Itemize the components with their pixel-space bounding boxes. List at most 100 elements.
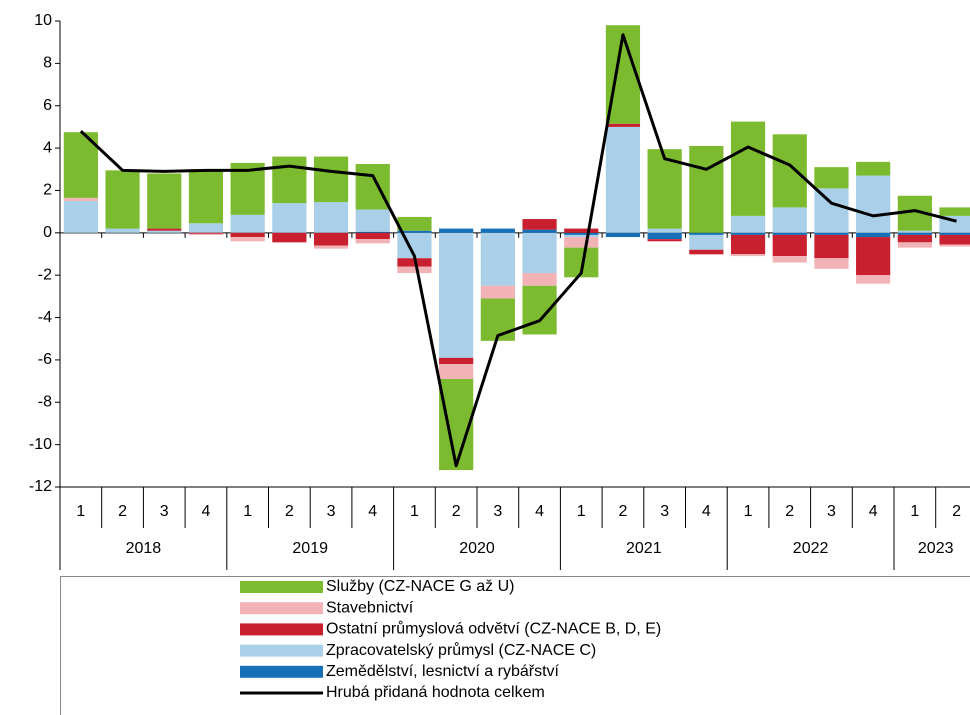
legend-label: Zemědělství, lesnictví a rybářství (326, 663, 560, 680)
legend-swatch (240, 644, 323, 657)
x-tick-label: 1 (76, 503, 85, 520)
bar (355, 232, 390, 240)
bar (522, 273, 557, 286)
bar (188, 233, 224, 235)
y-tick-label: -10 (29, 436, 52, 453)
bar (313, 232, 349, 246)
x-tick-label: 3 (827, 503, 836, 520)
y-tick-label: -8 (38, 393, 52, 410)
bar (439, 357, 474, 365)
bar (188, 169, 224, 224)
bar (939, 232, 970, 235)
x-tick-label: 1 (744, 503, 753, 520)
bar (564, 234, 599, 238)
bar (522, 285, 557, 335)
bar (772, 234, 807, 257)
x-tick-label: 4 (201, 503, 210, 520)
bar (397, 230, 432, 233)
legend-swatch (240, 623, 323, 636)
x-tick-label: 3 (660, 503, 669, 520)
bar (147, 228, 182, 231)
year-label: 2023 (918, 540, 954, 557)
bar (814, 232, 849, 235)
bar (105, 228, 140, 233)
bar (605, 232, 641, 238)
y-tick-label: -2 (38, 266, 52, 283)
year-label: 2021 (626, 540, 662, 557)
bar (814, 167, 849, 189)
y-tick-label: -4 (38, 309, 52, 326)
x-tick-label: 3 (327, 503, 336, 520)
legend-label: Služby (CZ-NACE G až U) (326, 578, 514, 595)
y-tick-label: 0 (43, 224, 52, 241)
bar (63, 201, 98, 233)
total-line (79, 33, 957, 468)
bar (939, 207, 970, 216)
year-label: 2018 (126, 540, 162, 557)
bar (730, 215, 766, 233)
bar (522, 219, 557, 230)
bar (772, 256, 807, 263)
bar (689, 249, 724, 254)
bar (814, 258, 849, 269)
y-tick-label: 4 (43, 139, 52, 156)
bar (647, 232, 682, 240)
y-tick-label: 2 (43, 182, 52, 199)
legend-swatch (240, 581, 323, 593)
bar (522, 229, 557, 233)
bar (730, 254, 766, 257)
bar (188, 232, 224, 234)
x-tick-label: 3 (493, 503, 502, 520)
bar (272, 203, 307, 233)
bar (897, 230, 932, 233)
x-tick-label: 1 (243, 503, 252, 520)
bar (605, 126, 641, 233)
bar (313, 245, 349, 249)
bar (272, 156, 307, 204)
bar (814, 188, 849, 233)
bar (63, 197, 98, 202)
bar (897, 242, 932, 248)
legend-label: Ostatní průmyslová odvětví (CZ-NACE B, D… (326, 620, 661, 638)
bar (689, 234, 724, 250)
bar (230, 232, 265, 238)
bar (689, 232, 724, 235)
bar (397, 266, 432, 274)
x-tick-label: 2 (952, 503, 961, 520)
legend-swatch (240, 602, 323, 615)
y-tick-label: -12 (29, 478, 52, 495)
bar (355, 163, 390, 210)
bar (147, 230, 182, 233)
bar (772, 232, 807, 235)
bar (439, 228, 474, 233)
x-tick-label: 4 (368, 503, 377, 520)
bar (439, 364, 474, 379)
bar (939, 244, 970, 247)
legend-label: Hrubá přidaná hodnota celkem (326, 684, 545, 701)
bar (730, 234, 766, 254)
y-tick-label: 8 (43, 55, 52, 72)
bar (772, 134, 807, 208)
legend-label: Stavebnictví (326, 599, 414, 616)
legend-swatch (240, 665, 323, 678)
bar (897, 232, 932, 235)
x-tick-label: 2 (618, 503, 627, 520)
bar (313, 202, 349, 233)
y-tick-label: 10 (34, 12, 52, 29)
bar (647, 228, 682, 233)
bar (689, 145, 724, 233)
bar (647, 239, 682, 242)
bar (564, 228, 599, 233)
x-tick-label: 4 (535, 503, 544, 520)
bar (147, 173, 182, 229)
x-tick-label: 4 (869, 503, 878, 520)
bar (856, 175, 891, 233)
bar (355, 209, 390, 232)
bar (564, 237, 599, 248)
bar (814, 234, 849, 259)
x-tick-label: 1 (577, 503, 586, 520)
x-tick-label: 2 (118, 503, 127, 520)
bar (480, 232, 515, 286)
bar (272, 232, 307, 243)
bar (355, 231, 390, 233)
